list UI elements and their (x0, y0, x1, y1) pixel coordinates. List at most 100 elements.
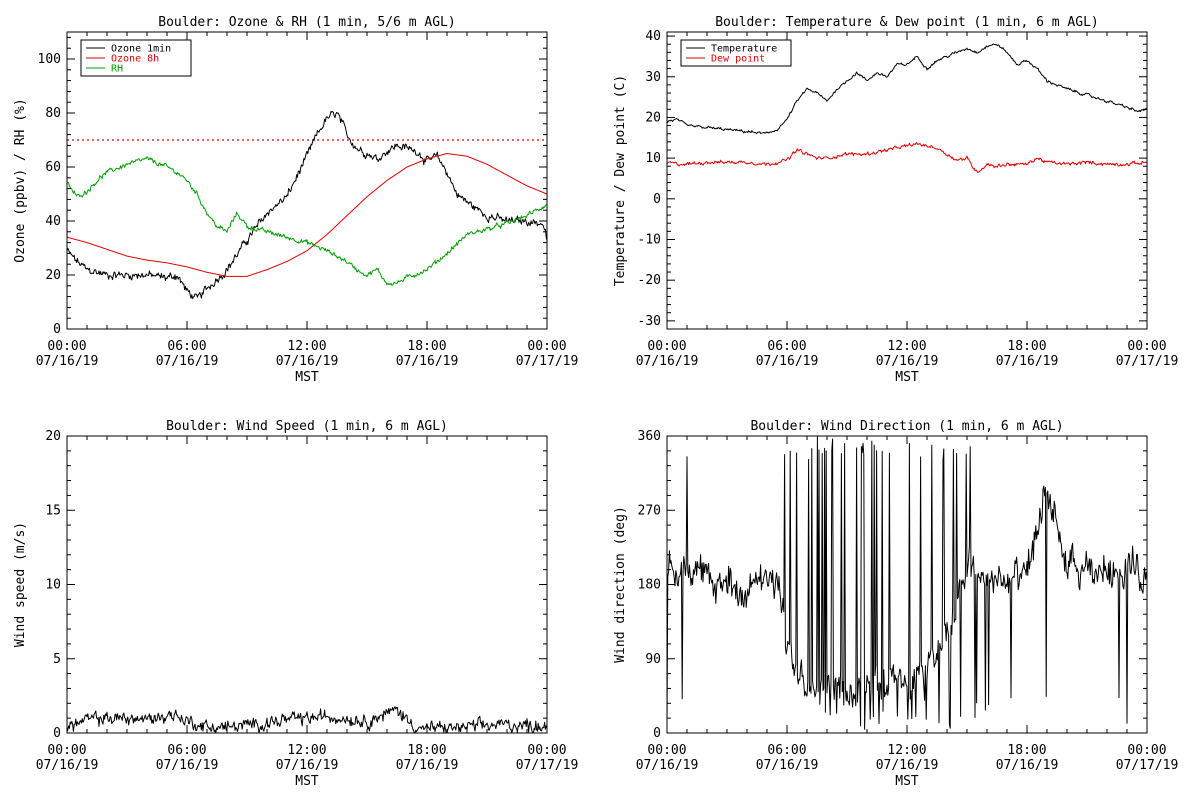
chart-title: Boulder: Ozone & RH (1 min, 5/6 m AGL) (158, 15, 455, 30)
x-tick-date: 07/17/19 (516, 354, 579, 369)
x-axis-label: MST (295, 774, 319, 789)
x-tick-time: 18:00 (1007, 743, 1046, 758)
x-tick-date: 07/17/19 (1116, 758, 1179, 773)
legend-label: RH (111, 64, 123, 75)
y-axis-label: Wind speed (m/s) (13, 522, 28, 647)
y-tick-label: 10 (45, 578, 61, 593)
y-tick-label: 80 (45, 106, 61, 121)
chart-panel-4: Boulder: Wind Direction (1 min, 6 m AGL)… (613, 419, 1178, 789)
legend-label: Ozone 8h (111, 54, 159, 65)
x-tick-time: 06:00 (167, 743, 206, 758)
y-tick-label: 0 (653, 192, 661, 207)
y-tick-label: 270 (638, 503, 661, 518)
y-tick-label: -10 (638, 232, 661, 247)
legend-label: Dew point (711, 54, 765, 65)
x-tick-date: 07/16/19 (156, 354, 219, 369)
plot-area (67, 110, 547, 300)
legend-label: Ozone 1min (111, 44, 171, 55)
chart-title: Boulder: Wind Direction (1 min, 6 m AGL) (750, 419, 1063, 434)
x-tick-date: 07/16/19 (36, 354, 99, 369)
x-tick-date: 07/17/19 (516, 758, 579, 773)
y-tick-label: 40 (645, 29, 661, 44)
x-tick-time: 00:00 (527, 339, 566, 354)
series-line-dew-point (667, 142, 1147, 173)
y-tick-label: 180 (638, 578, 661, 593)
legend-box (680, 39, 792, 67)
y-axis-label: Ozone (ppbv) / RH (%) (13, 98, 28, 262)
series-line-ozone-8h (67, 153, 547, 277)
y-tick-label: 0 (653, 726, 661, 741)
x-axis-label: MST (895, 370, 919, 385)
y-tick-label: 10 (645, 151, 661, 166)
x-tick-time: 18:00 (407, 743, 446, 758)
x-tick-date: 07/16/19 (636, 758, 699, 773)
x-tick-time: 12:00 (887, 743, 926, 758)
x-tick-time: 12:00 (287, 743, 326, 758)
plot-area (667, 43, 1147, 173)
y-tick-label: 0 (53, 726, 61, 741)
x-tick-date: 07/16/19 (876, 758, 939, 773)
y-tick-label: 60 (45, 160, 61, 175)
x-tick-date: 07/16/19 (996, 354, 1059, 369)
x-tick-date: 07/16/19 (756, 758, 819, 773)
plot-area (667, 436, 1147, 730)
x-tick-date: 07/16/19 (876, 354, 939, 369)
y-axis-label: Wind direction (deg) (613, 506, 628, 663)
y-tick-label: 0 (53, 322, 61, 337)
x-tick-date: 07/16/19 (396, 354, 459, 369)
x-tick-date: 07/16/19 (276, 354, 339, 369)
y-tick-label: 20 (45, 429, 61, 444)
x-tick-time: 00:00 (1127, 743, 1166, 758)
y-tick-label: -20 (638, 273, 661, 288)
y-axis-label: Temperature / Dew point (C) (613, 75, 628, 286)
x-tick-time: 18:00 (407, 339, 446, 354)
y-tick-label: 15 (45, 503, 61, 518)
x-tick-time: 12:00 (887, 339, 926, 354)
y-tick-label: 100 (38, 52, 61, 67)
plot-frame (66, 31, 548, 330)
x-tick-date: 07/17/19 (1116, 354, 1179, 369)
legend-label: Temperature (711, 44, 777, 55)
plot-frame (666, 31, 1148, 330)
x-tick-time: 18:00 (1007, 339, 1046, 354)
y-tick-label: 40 (45, 214, 61, 229)
series-line-ozone-1min (67, 110, 547, 300)
x-tick-time: 00:00 (47, 743, 86, 758)
x-tick-time: 00:00 (647, 339, 686, 354)
x-tick-time: 06:00 (767, 743, 806, 758)
x-tick-time: 00:00 (647, 743, 686, 758)
series-line-temperature (667, 43, 1147, 135)
y-tick-label: -30 (638, 314, 661, 329)
x-tick-date: 07/16/19 (396, 758, 459, 773)
y-tick-label: 90 (645, 652, 661, 667)
x-tick-date: 07/16/19 (156, 758, 219, 773)
x-tick-date: 07/16/19 (996, 758, 1059, 773)
y-tick-label: 30 (645, 70, 661, 85)
y-tick-label: 5 (53, 652, 61, 667)
x-tick-date: 07/16/19 (36, 758, 99, 773)
x-axis-label: MST (895, 774, 919, 789)
plot-frame (66, 435, 548, 734)
series-line-main (667, 436, 1147, 730)
chart-title: Boulder: Wind Speed (1 min, 6 m AGL) (166, 419, 448, 434)
chart-title: Boulder: Temperature & Dew point (1 min,… (715, 15, 1099, 30)
y-tick-label: 20 (645, 110, 661, 125)
chart-panel-2: Boulder: Temperature & Dew point (1 min,… (613, 15, 1178, 385)
x-tick-time: 00:00 (1127, 339, 1166, 354)
x-axis-label: MST (295, 370, 319, 385)
x-tick-time: 00:00 (47, 339, 86, 354)
chart-panel-1: Boulder: Ozone & RH (1 min, 5/6 m AGL) 0 2… (13, 15, 578, 385)
y-tick-label: 360 (638, 429, 661, 444)
x-tick-time: 06:00 (767, 339, 806, 354)
x-tick-date: 07/16/19 (636, 354, 699, 369)
chart-panel-3: Boulder: Wind Speed (1 min, 6 m AGL) 0 5 10… (13, 419, 578, 789)
y-tick-label: 20 (45, 268, 61, 283)
x-tick-date: 07/16/19 (756, 354, 819, 369)
x-tick-time: 12:00 (287, 339, 326, 354)
series-line-rh (67, 156, 547, 286)
x-tick-time: 00:00 (527, 743, 566, 758)
